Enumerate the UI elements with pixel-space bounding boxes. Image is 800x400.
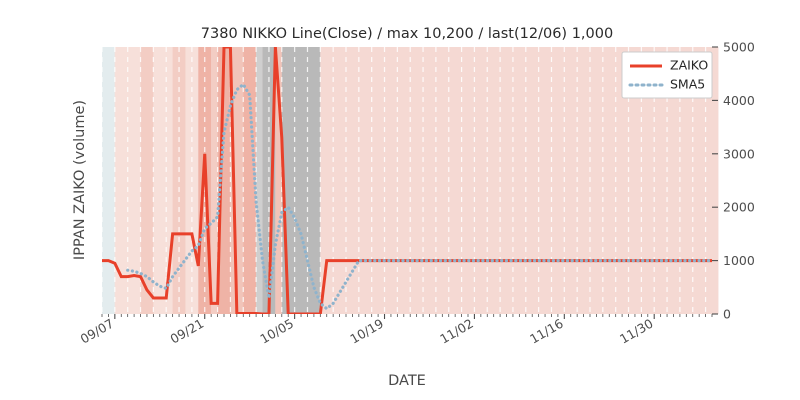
background-band-2 <box>140 47 154 314</box>
x-axis-label: DATE <box>388 373 426 389</box>
background-band-9 <box>230 47 244 314</box>
series-line-sma5 <box>126 81 712 311</box>
page-title: 7380 NIKKO Line(Close) / max 10,200 / la… <box>201 26 613 42</box>
legend-box <box>621 51 713 99</box>
background-band-7 <box>211 47 218 314</box>
grid-lines <box>101 47 707 314</box>
legend-label-sma5: SMA5 <box>670 77 705 92</box>
axis-ticks <box>101 46 718 319</box>
y-tick-label: 4000 <box>723 93 755 108</box>
background-band-11 <box>256 47 263 314</box>
y-tick-label: 1000 <box>723 253 755 268</box>
background-band-8 <box>217 47 231 314</box>
background-bands <box>102 47 719 314</box>
legend-label-zaiko: ZAIKO <box>670 58 708 73</box>
background-band-10 <box>243 47 257 314</box>
y-tick-label: 0 <box>723 307 731 322</box>
background-band-14 <box>281 47 321 314</box>
background-band-13 <box>275 47 282 314</box>
chart-legend[interactable]: ZAIKO SMA5 <box>621 51 713 99</box>
y-axis-label: IPPAN ZAIKO (volume) <box>72 100 88 260</box>
y-tick-label: 5000 <box>723 40 755 55</box>
background-band-3 <box>153 47 173 314</box>
y-tick-labels: 0 1000 2000 3000 4000 5000 <box>723 40 755 322</box>
background-band-0 <box>102 47 115 314</box>
y-tick-label: 3000 <box>723 146 755 161</box>
data-series <box>102 47 712 314</box>
y-tick-label: 2000 <box>723 200 755 215</box>
